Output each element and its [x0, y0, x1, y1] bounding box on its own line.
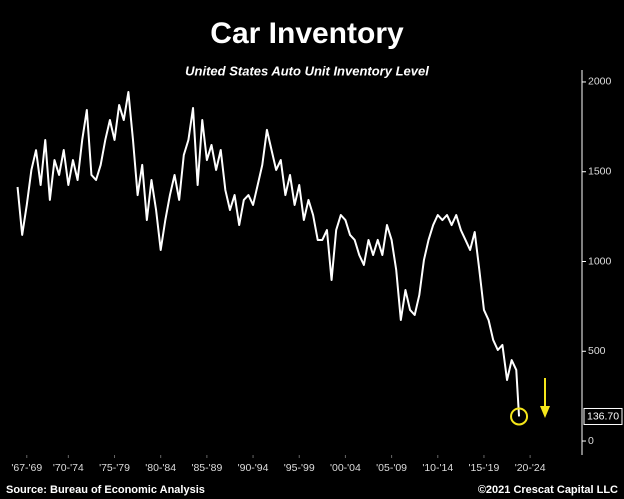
- x-tick-label: '67-'69: [11, 462, 42, 474]
- y-tick-label: 0: [588, 435, 594, 447]
- highlight-circle: [510, 407, 529, 426]
- arrow: [540, 378, 550, 418]
- x-tick-label: '05-'09: [376, 462, 407, 474]
- x-tick-label: '95-'99: [284, 462, 315, 474]
- chart-title: Car Inventory: [210, 17, 404, 50]
- y-tick-label: 500: [588, 345, 606, 357]
- x-tick-label: '20-'24: [515, 462, 546, 474]
- x-tick-label: '75-'79: [99, 462, 130, 474]
- y-tick-label: 1500: [588, 166, 612, 178]
- arrow-head: [540, 406, 550, 418]
- credit: ©2021 Crescat Capital LLC: [478, 484, 618, 496]
- x-tick-label: '80-'84: [145, 462, 176, 474]
- x-tick-label: '10-'14: [422, 462, 453, 474]
- x-tick-label: '70-'74: [53, 462, 84, 474]
- y-tick-label: 1000: [588, 255, 612, 267]
- last-value-label: 136.70: [587, 410, 619, 422]
- x-tick-label: '90-'94: [238, 462, 269, 474]
- x-tick-label: '85-'89: [191, 462, 222, 474]
- x-tick-label: '00-'04: [330, 462, 361, 474]
- last-value-box: [583, 407, 623, 425]
- chart-subtitle: United States Auto Unit Inventory Level: [185, 63, 429, 78]
- y-tick-label: 2000: [588, 76, 612, 88]
- data-line: [16, 91, 521, 417]
- x-tick-label: '15-'19: [469, 462, 500, 474]
- source: Source: Bureau of Economic Analysis: [6, 484, 205, 496]
